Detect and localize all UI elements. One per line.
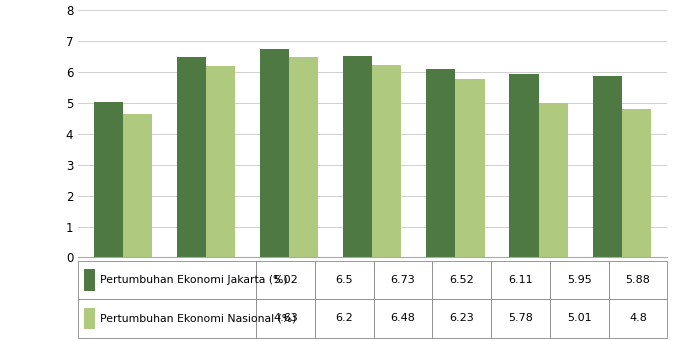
- Bar: [94, 102, 123, 257]
- Text: 4.63: 4.63: [273, 313, 298, 323]
- Bar: [432, 299, 491, 338]
- Bar: [177, 57, 206, 257]
- Text: 4.8: 4.8: [629, 313, 647, 323]
- Bar: [84, 308, 95, 329]
- Text: 6.48: 6.48: [390, 313, 415, 323]
- Bar: [206, 66, 235, 257]
- Bar: [84, 269, 95, 291]
- Text: 6.2: 6.2: [336, 313, 353, 323]
- Bar: [491, 261, 550, 299]
- Text: 6.23: 6.23: [450, 313, 474, 323]
- Bar: [372, 65, 402, 257]
- Text: Pertumbuhan Ekonomi Jakarta (%): Pertumbuhan Ekonomi Jakarta (%): [100, 275, 288, 285]
- Bar: [609, 299, 667, 338]
- Text: 6.52: 6.52: [450, 275, 474, 285]
- Bar: [539, 103, 568, 257]
- Bar: [592, 76, 621, 257]
- Bar: [491, 299, 550, 338]
- Bar: [256, 299, 315, 338]
- Text: Pertumbuhan Ekonomi Nasional (%): Pertumbuhan Ekonomi Nasional (%): [100, 313, 297, 323]
- Bar: [289, 57, 318, 257]
- Text: 5.78: 5.78: [508, 313, 533, 323]
- Text: 6.5: 6.5: [336, 275, 353, 285]
- Bar: [256, 261, 315, 299]
- Bar: [123, 114, 152, 257]
- Text: 6.73: 6.73: [390, 275, 415, 285]
- Text: 5.88: 5.88: [625, 275, 650, 285]
- Bar: [432, 261, 491, 299]
- Text: 5.95: 5.95: [567, 275, 592, 285]
- Text: 5.01: 5.01: [567, 313, 592, 323]
- Bar: [315, 261, 373, 299]
- Bar: [373, 261, 432, 299]
- Bar: [260, 49, 289, 257]
- Bar: [550, 261, 609, 299]
- Bar: [78, 261, 256, 299]
- Bar: [343, 56, 373, 257]
- Bar: [373, 299, 432, 338]
- Bar: [621, 109, 650, 257]
- Bar: [609, 261, 667, 299]
- Text: 5.02: 5.02: [273, 275, 298, 285]
- Bar: [510, 74, 539, 257]
- Text: 6.11: 6.11: [508, 275, 532, 285]
- Bar: [427, 69, 456, 257]
- Bar: [78, 299, 256, 338]
- Bar: [456, 79, 485, 257]
- Bar: [550, 299, 609, 338]
- Bar: [315, 299, 373, 338]
